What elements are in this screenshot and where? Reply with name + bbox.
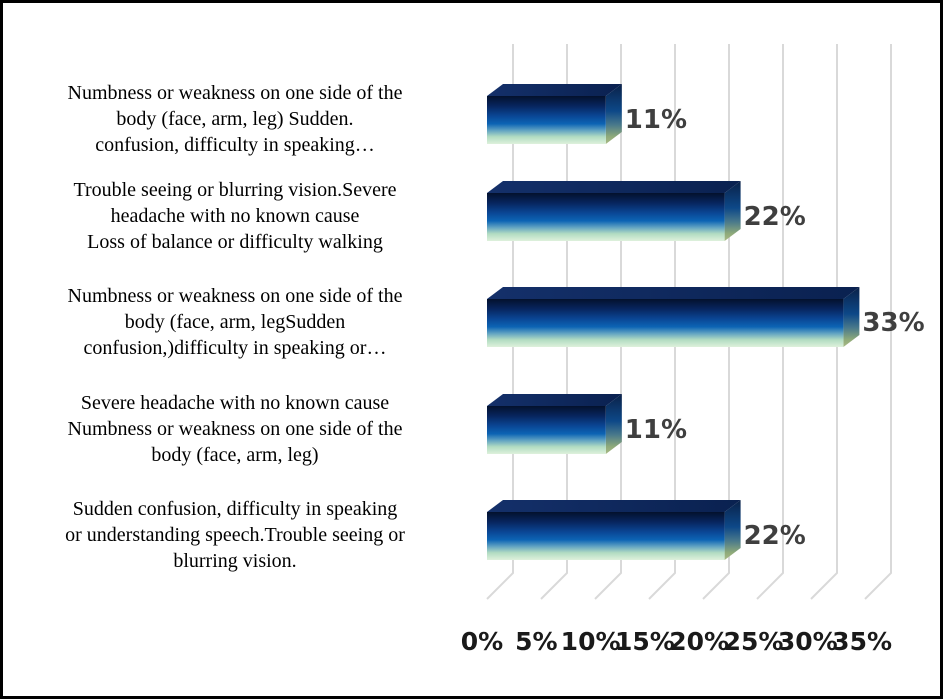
- gridline: [864, 44, 892, 600]
- category-label-line: Severe headache with no known cause: [80, 392, 390, 414]
- bar: [487, 394, 622, 454]
- category-label-line: Numbness or weakness on one side of the: [67, 285, 403, 307]
- x-tick-label: 0%: [460, 627, 504, 656]
- x-tick-label: 5%: [515, 627, 558, 656]
- x-tick-label: 25%: [723, 627, 784, 656]
- category-label-line: Numbness or weakness on one side of the: [67, 82, 403, 104]
- category-label-line: Trouble seeing or blurring vision.Severe: [73, 179, 397, 201]
- category-label-line: Numbness or weakness on one side of the: [67, 418, 403, 440]
- category-label: Sudden confusion, difficulty in speaking…: [7, 496, 463, 574]
- category-label: Severe headache with no known cause Numbn…: [7, 390, 463, 468]
- category-label: Trouble seeing or blurring vision.Severe…: [7, 177, 463, 255]
- category-label: Numbness or weakness on one side of the b…: [7, 283, 463, 361]
- bar-side-face: [605, 84, 622, 144]
- value-label: 22%: [743, 521, 806, 551]
- bar-side-face: [843, 287, 860, 347]
- category-label-line: confusion,)difficulty in speaking or…: [83, 337, 387, 359]
- bar: [487, 287, 860, 347]
- gridline: [810, 44, 838, 600]
- x-tick-label: 30%: [777, 627, 838, 656]
- value-label: 22%: [743, 202, 806, 232]
- x-tick-label: 15%: [614, 627, 675, 656]
- category-label-line: body (face, arm, leg): [151, 444, 319, 466]
- bar-front-face: [487, 512, 725, 560]
- value-label: 11%: [624, 415, 688, 445]
- category-label-line: Loss of balance or difficulty walking: [87, 231, 383, 253]
- x-axis: 0% 5% 10% 15% 20% 25% 30% 35%: [3, 3, 940, 696]
- category-label: Numbness or weakness on one side of the b…: [7, 80, 463, 158]
- category-label-line: or understanding speech.Trouble seeing o…: [65, 524, 405, 546]
- bar-top-face: [487, 181, 741, 193]
- bar-top-face: [487, 84, 622, 96]
- bar: [487, 84, 622, 144]
- category-label-line: confusion, difficulty in speaking…: [95, 134, 375, 156]
- bar-side-face: [605, 394, 622, 454]
- plot-area: [486, 44, 892, 600]
- x-tick-label: 20%: [669, 627, 730, 656]
- bar-front-face: [487, 299, 844, 347]
- gridline: [756, 44, 784, 600]
- x-tick-label: 10%: [560, 627, 621, 656]
- value-label: 33%: [862, 308, 925, 338]
- bar-side-face: [724, 181, 741, 241]
- bar-front-face: [487, 406, 606, 454]
- bar-front-face: [487, 96, 606, 144]
- category-axis: Numbness or weakness on one side of the b…: [3, 3, 940, 696]
- bar: [487, 500, 741, 560]
- x-tick-label: 35%: [832, 627, 893, 656]
- bar-front-face: [487, 193, 725, 241]
- bar-top-face: [487, 394, 622, 406]
- category-label-line: body (face, arm, legSudden: [124, 311, 346, 333]
- category-label-line: blurring vision.: [173, 550, 297, 572]
- bar-top-face: [487, 500, 741, 512]
- bar: [487, 181, 741, 241]
- value-labels-layer: 11% 22% 33% 11% 22%: [3, 3, 940, 696]
- category-label-line: headache with no known cause: [110, 205, 360, 227]
- bar-top-face: [487, 287, 860, 299]
- value-label: 11%: [624, 105, 688, 135]
- category-label-line: Sudden confusion, difficulty in speaking: [72, 498, 398, 520]
- bar-side-face: [724, 500, 741, 560]
- category-label-line: body (face, arm, leg) Sudden.: [116, 108, 354, 130]
